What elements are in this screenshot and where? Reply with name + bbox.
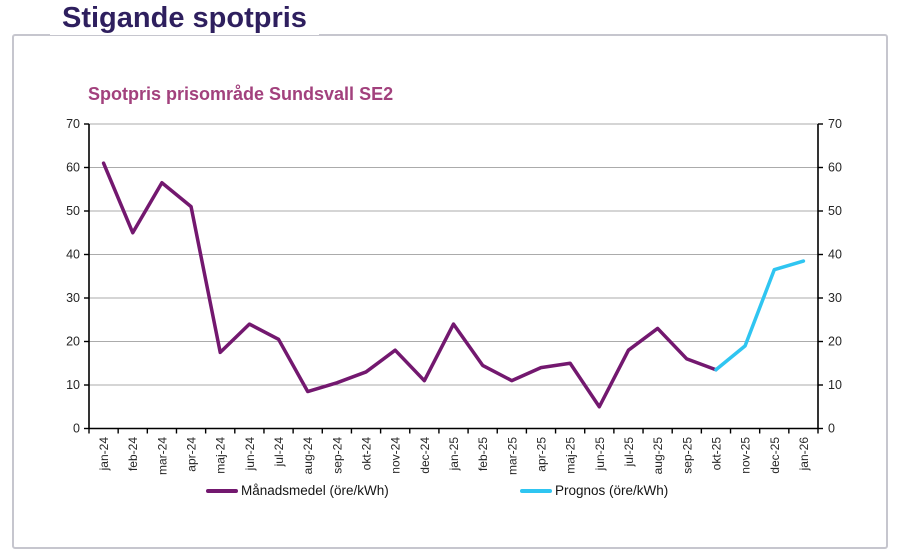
x-axis-tick-label: okt-24 xyxy=(360,437,374,471)
y-axis-tick-label-left: 70 xyxy=(66,117,80,131)
x-axis-tick-label: mar-25 xyxy=(505,437,519,475)
page-title: Stigande spotpris xyxy=(50,2,319,35)
x-axis-tick-label: jul-24 xyxy=(272,437,286,468)
chart-legend: Månadsmedel (öre/kWh) Prognos (öre/kWh) xyxy=(0,483,898,505)
x-axis-tick-label: dec-25 xyxy=(768,437,782,474)
x-axis-tick-label: jan-26 xyxy=(797,437,811,472)
legend-label-prognos: Prognos (öre/kWh) xyxy=(555,483,669,498)
y-axis-tick-label-left: 50 xyxy=(66,204,80,218)
x-axis-tick-label: maj-24 xyxy=(214,437,228,474)
prognos-line xyxy=(714,259,806,372)
legend-item-prognos: Prognos (öre/kWh) xyxy=(520,483,668,498)
x-axis-tick-label: aug-25 xyxy=(651,437,665,475)
y-axis-tick-label-left: 40 xyxy=(66,248,80,262)
y-axis-tick-label-right: 70 xyxy=(828,117,842,131)
x-axis-tick-label: jan-24 xyxy=(97,437,111,472)
x-axis-tick-label: okt-25 xyxy=(709,437,723,471)
legend-label-manadsmedel: Månadsmedel (öre/kWh) xyxy=(241,483,389,498)
x-axis-tick-label: jun-25 xyxy=(593,437,607,472)
x-axis-tick-label: jun-24 xyxy=(243,437,257,472)
report-panel xyxy=(12,34,888,549)
y-axis-tick-label-right: 30 xyxy=(828,291,842,305)
x-axis-tick-label: sep-24 xyxy=(330,437,344,474)
y-axis-tick-label-right: 60 xyxy=(828,161,842,175)
y-axis-tick-label-right: 40 xyxy=(828,248,842,262)
x-axis-tick-label: aug-24 xyxy=(301,437,315,475)
y-axis-tick-label-left: 60 xyxy=(66,161,80,175)
y-axis-tick-label-right: 50 xyxy=(828,204,842,218)
y-axis-tick-label-left: 30 xyxy=(66,291,80,305)
manadsmedel-line-swatch xyxy=(206,488,238,493)
x-axis-tick-label: apr-25 xyxy=(534,437,548,472)
x-axis-tick-label: feb-24 xyxy=(126,437,140,471)
prognos-line-swatch xyxy=(520,488,552,493)
x-axis-tick-label: nov-24 xyxy=(389,437,403,474)
x-axis-tick-label: mar-24 xyxy=(155,437,169,475)
x-axis-tick-label: apr-24 xyxy=(185,437,199,472)
manadsmedel-line xyxy=(101,161,718,409)
legend-item-manadsmedel: Månadsmedel (öre/kWh) xyxy=(206,483,389,498)
x-axis-tick-label: sep-25 xyxy=(680,437,694,474)
x-axis-tick-label: nov-25 xyxy=(739,437,753,474)
x-axis-tick-label: dec-24 xyxy=(418,437,432,474)
y-axis-tick-label-right: 20 xyxy=(828,335,842,349)
x-axis-tick-label: jul-25 xyxy=(622,437,636,468)
y-axis-tick-label-left: 0 xyxy=(73,422,80,436)
x-axis-tick-label: feb-25 xyxy=(476,437,490,471)
x-axis-tick-label: maj-25 xyxy=(564,437,578,474)
y-axis-tick-label-left: 20 xyxy=(66,335,80,349)
y-axis-tick-label-left: 10 xyxy=(66,378,80,392)
chart-title: Spotpris prisområde Sundsvall SE2 xyxy=(88,84,394,104)
y-axis-tick-label-right: 0 xyxy=(828,422,835,436)
y-axis-tick-label-right: 10 xyxy=(828,378,842,392)
x-axis-tick-label: jan-25 xyxy=(447,437,461,472)
